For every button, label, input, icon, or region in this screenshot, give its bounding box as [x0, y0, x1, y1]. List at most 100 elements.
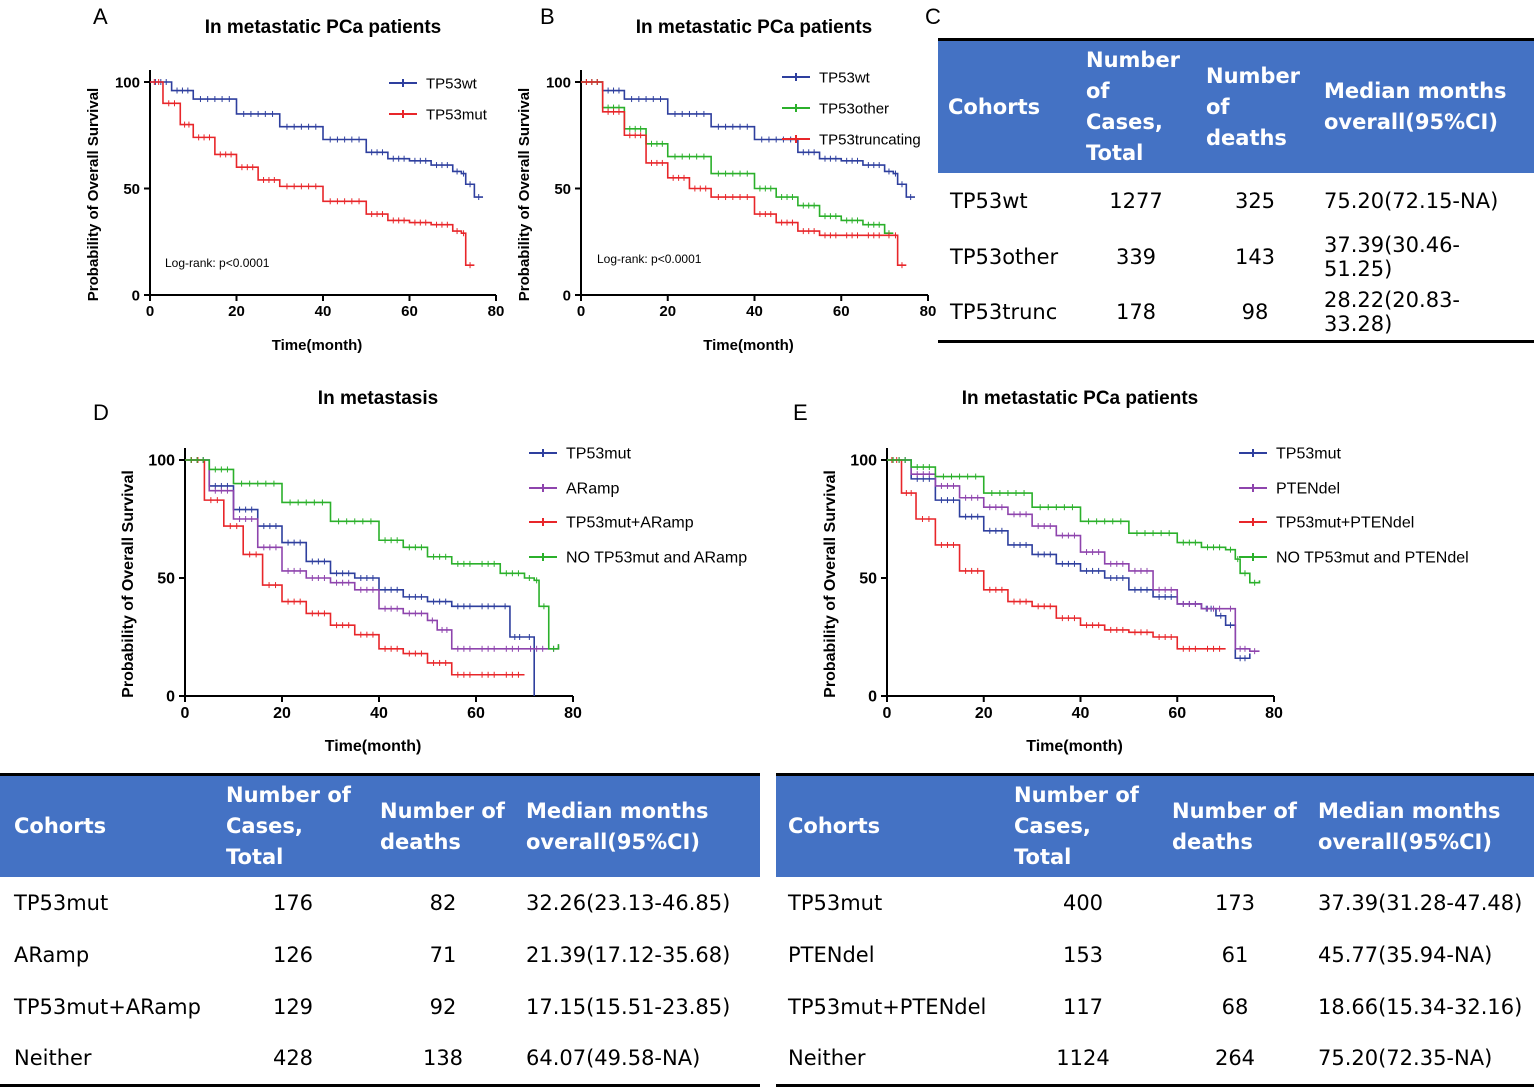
- cohort-cell: TP53other: [950, 245, 1059, 269]
- table-row: TP53mut 176 82 32.26(23.13-46.85): [0, 877, 760, 929]
- table-d: Cohorts Number of Cases, Total Number of…: [0, 773, 760, 1087]
- deaths-cell: 325: [1234, 189, 1276, 213]
- x-tick-label: 20: [228, 303, 245, 320]
- panel-label-d: D: [93, 400, 109, 425]
- table-e: Cohorts Number of Cases, Total Number of…: [776, 773, 1534, 1087]
- chart-b-ylabel: Probability of Overall Survival: [516, 88, 533, 301]
- table-e-header-cases: Number of Cases, Total: [1004, 774, 1162, 877]
- cohort-cell: TP53trunc: [950, 300, 1058, 325]
- x-tick-label: 80: [564, 705, 582, 722]
- x-tick-label: 20: [273, 705, 291, 722]
- chart-a: In metastatic PCa patients 0 20 40 60 80 0 50 10…: [85, 17, 504, 354]
- deaths-cell: 98: [1241, 300, 1269, 325]
- y-tick-label: 50: [123, 181, 140, 198]
- table-row: TP53mut+PTENdel 117 68 18.66(15.34-32.16): [776, 981, 1534, 1033]
- chart-e: In metastatic PCa patients 0 20 40 60 80 0 50 10…: [822, 388, 1469, 755]
- table-c-body: TP53wt 1277 325 75.20(72.15-NA) TP53other 339…: [938, 173, 1534, 341]
- chart-e-ylabel: Probability of Overall Survival: [822, 470, 839, 698]
- median-cell: 75.20(72.15-NA): [1324, 189, 1499, 213]
- table-row: PTENdel 153 61 45.77(35.94-NA): [776, 929, 1534, 981]
- legend-label: TP53mut+ARamp: [566, 515, 694, 532]
- deaths-cell: 82: [429, 891, 457, 915]
- table-d-header-cases: Number of Cases, Total: [216, 774, 370, 877]
- y-tick-label: 100: [115, 74, 140, 91]
- cases-cell: 126: [272, 943, 314, 967]
- chart-a-xlabel: Time(month): [272, 337, 363, 354]
- median-cell: 18.66(15.34-32.16): [1318, 995, 1523, 1019]
- x-tick-label: 60: [401, 303, 418, 320]
- y-tick-label: 50: [859, 571, 877, 588]
- series-line-tp53mut: [150, 81, 475, 266]
- table-row: TP53trunc 178 98 28.22(20.83-33.28): [938, 285, 1534, 341]
- chart-b: In metastatic PCa patients 0 20 40 60 80 0 50 10…: [516, 17, 936, 354]
- y-tick-label: 100: [546, 74, 571, 91]
- x-tick-label: 40: [370, 705, 388, 722]
- series-line-tp53wt: [150, 81, 484, 198]
- table-row: ARamp 126 71 21.39(17.12-35.68): [0, 929, 760, 981]
- cohort-cell: ARamp: [14, 943, 90, 967]
- panel-label-a: A: [93, 4, 108, 29]
- table-d-header-deaths: Number of deaths: [370, 774, 516, 877]
- deaths-cell: 71: [429, 943, 457, 967]
- table-c: Cohorts Number of Cases, Total Number of…: [938, 38, 1534, 343]
- chart-b-title: In metastatic PCa patients: [636, 17, 873, 38]
- table-e-header-deaths: Number of deaths: [1162, 774, 1308, 877]
- legend-label: NO TP53mut and PTENdel: [1276, 550, 1469, 567]
- table-e-header-median: Median months overall(95%CI): [1308, 774, 1534, 877]
- table-e-header-cohorts: Cohorts: [776, 774, 1004, 877]
- x-tick-label: 80: [920, 303, 937, 320]
- x-tick-label: 0: [883, 705, 892, 722]
- legend-label: NO TP53mut and ARamp: [566, 550, 747, 567]
- median-cell: 17.15(15.51-23.85): [526, 995, 731, 1019]
- x-tick-label: 60: [1168, 705, 1186, 722]
- chart-a-title: In metastatic PCa patients: [205, 17, 442, 38]
- x-tick-label: 60: [833, 303, 850, 320]
- cases-cell: 1277: [1109, 189, 1163, 213]
- x-tick-label: 40: [315, 303, 332, 320]
- cases-cell: 176: [272, 891, 314, 915]
- cases-cell: 153: [1062, 943, 1104, 967]
- x-tick-label: 20: [659, 303, 676, 320]
- legend-label: TP53mut: [1276, 446, 1341, 463]
- y-tick-label: 0: [868, 689, 877, 706]
- chart-d-ylabel: Probability of Overall Survival: [120, 470, 137, 698]
- median-cell: 45.77(35.94-NA): [1318, 943, 1493, 967]
- cohort-cell: TP53mut: [788, 891, 883, 915]
- median-cell: 37.39(30.46-51.25): [1324, 233, 1461, 281]
- series-line-tp53mut: [887, 459, 1251, 660]
- y-tick-label: 0: [166, 689, 175, 706]
- y-tick-label: 100: [148, 453, 175, 470]
- cohort-cell: TP53mut: [14, 891, 109, 915]
- chart-e-xlabel: Time(month): [1026, 738, 1123, 755]
- deaths-cell: 68: [1221, 995, 1249, 1019]
- series-line-ptendel: [887, 459, 1260, 652]
- deaths-cell: 92: [429, 995, 457, 1019]
- chart-b-xlabel: Time(month): [703, 337, 794, 354]
- legend-label: TP53wt: [426, 75, 478, 92]
- cases-cell: 117: [1062, 995, 1104, 1019]
- table-row: TP53mut 400 173 37.39(31.28-47.48): [776, 877, 1534, 929]
- table-d-body: TP53mut 176 82 32.26(23.13-46.85) ARamp 126 71…: [0, 877, 760, 1085]
- chart-b-logrank-annotation: Log-rank: p<0.0001: [597, 252, 702, 266]
- deaths-cell: 264: [1214, 1046, 1256, 1071]
- legend-label: TP53other: [819, 100, 889, 117]
- deaths-cell: 173: [1214, 891, 1256, 915]
- legend-label: PTENdel: [1276, 481, 1340, 498]
- panel-label-c: C: [925, 4, 941, 29]
- table-row: TP53mut+ARamp 129 92 17.15(15.51-23.85): [0, 981, 760, 1033]
- x-tick-label: 0: [181, 705, 190, 722]
- y-tick-label: 50: [554, 181, 571, 198]
- cohort-cell: TP53wt: [950, 189, 1028, 213]
- cohort-cell: TP53mut+ARamp: [14, 995, 201, 1019]
- deaths-cell: 61: [1221, 943, 1249, 967]
- y-tick-label: 0: [132, 287, 140, 304]
- table-row: Neither 428 138 64.07(49.58-NA): [0, 1033, 760, 1085]
- table-row: TP53wt 1277 325 75.20(72.15-NA): [938, 173, 1534, 229]
- legend-label: ARamp: [566, 481, 619, 498]
- x-tick-label: 0: [577, 303, 585, 320]
- x-tick-label: 20: [975, 705, 993, 722]
- cases-cell: 428: [272, 1046, 314, 1071]
- series-line-tp53mut: [185, 459, 535, 696]
- km-charts-canvas: In metastatic PCa patients 0 20 40 60 80 0 50 10…: [85, 17, 1469, 755]
- chart-d: In metastasis 0 20 40 60 80 0 50 100 Time(month) P…: [120, 388, 747, 755]
